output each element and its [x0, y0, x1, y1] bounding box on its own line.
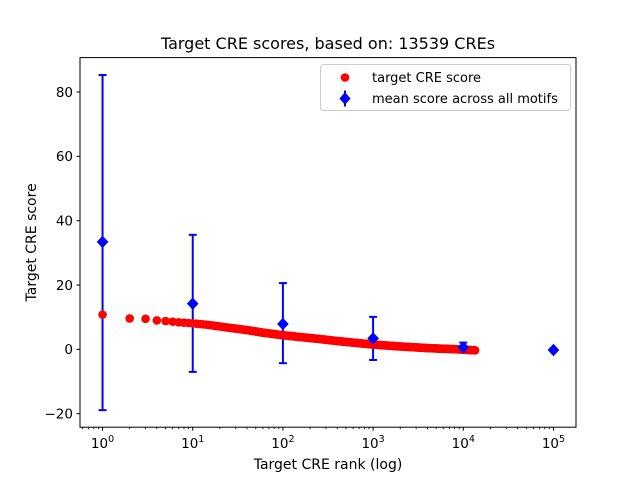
y-tick-label: 80	[56, 85, 73, 101]
y-tick-label: 20	[56, 278, 73, 294]
mean-score-diamond	[186, 297, 199, 310]
x-tick-label: 105	[542, 434, 565, 452]
legend-mean-score-marker-icon	[339, 92, 351, 105]
y-tick-label: 0	[64, 342, 73, 358]
x-tick-label: 104	[452, 434, 475, 452]
legend-box	[320, 64, 571, 111]
y-tick-label: 40	[56, 213, 73, 229]
y-axis-ticks: −20 0 20 40 60 80	[45, 85, 80, 422]
target-score-point	[98, 310, 107, 319]
x-axis-label: Target CRE rank (log)	[253, 457, 403, 473]
x-tick-label: 102	[271, 434, 294, 452]
mean-score-diamond	[457, 341, 470, 354]
legend-entry-target-score: target CRE score	[372, 71, 481, 86]
legend-target-score-marker-icon	[340, 73, 350, 82]
mean-score-diamond	[277, 317, 289, 331]
plot-border	[79, 57, 577, 428]
target-score-point	[470, 346, 480, 355]
y-tick-label: −20	[45, 406, 74, 422]
target-score-point	[125, 314, 134, 323]
target-score-point	[152, 316, 162, 325]
mean-score-diamond	[367, 332, 379, 345]
mean-score-diamond	[96, 235, 109, 249]
x-tick-label: 101	[181, 434, 204, 452]
legend: target CRE score mean score across all m…	[320, 64, 571, 111]
mean-score-diamonds	[96, 235, 560, 357]
y-axis-label: Target CRE score	[24, 183, 40, 302]
mean-score-diamond	[547, 343, 560, 357]
legend-entry-mean-score: mean score across all motifs	[372, 92, 558, 107]
target-score-series	[98, 310, 480, 355]
y-tick-label: 60	[56, 149, 73, 165]
x-tick-label: 100	[91, 434, 114, 452]
target-score-point	[141, 314, 150, 324]
target-score-point	[161, 316, 170, 326]
chart-title: Target CRE scores, based on: 13539 CREs	[160, 34, 495, 53]
x-tick-label: 103	[361, 434, 384, 452]
mean-score-errorbars	[98, 73, 558, 412]
x-axis-ticks: 100 101 102 103 104 105	[82, 427, 565, 452]
